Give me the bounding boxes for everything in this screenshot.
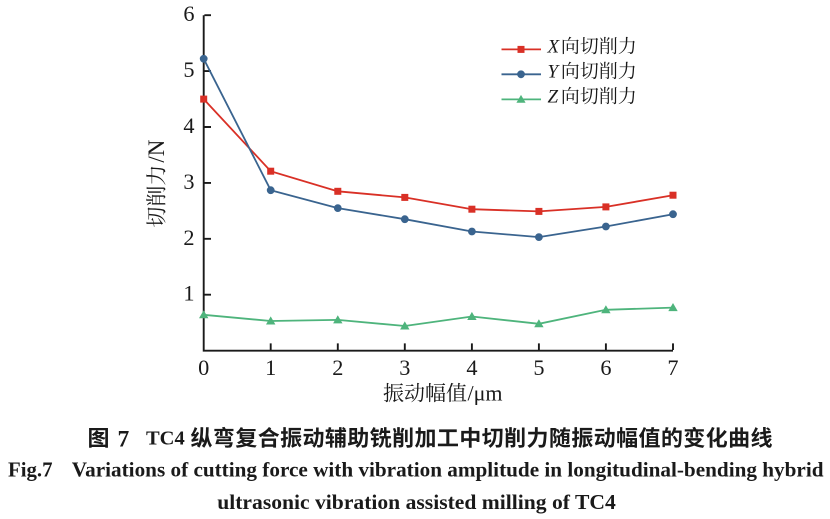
svg-text:4: 4 (183, 113, 194, 138)
svg-text:7: 7 (118, 426, 130, 452)
svg-text:Variations of cutting force wi: Variations of cutting force with vibrati… (72, 458, 824, 482)
svg-text:0: 0 (198, 355, 209, 380)
svg-text:Z: Z (548, 87, 559, 108)
svg-text:6: 6 (183, 1, 194, 26)
svg-text:3: 3 (399, 355, 410, 380)
svg-text:7: 7 (667, 355, 678, 380)
svg-text:Fig.7: Fig.7 (8, 459, 52, 482)
svg-text:/μm: /μm (468, 381, 503, 406)
svg-text:ultrasonic vibration assisted: ultrasonic vibration assisted milling of… (217, 490, 616, 514)
svg-text:5: 5 (533, 355, 544, 380)
svg-text:6: 6 (600, 355, 611, 380)
svg-text:2: 2 (332, 355, 343, 380)
svg-text:Y: Y (548, 62, 561, 83)
svg-text:3: 3 (183, 169, 194, 194)
svg-text:2: 2 (183, 225, 194, 250)
svg-text:1: 1 (265, 355, 276, 380)
svg-text:5: 5 (183, 57, 194, 82)
svg-text:/N: /N (144, 139, 169, 162)
svg-text:1: 1 (183, 281, 194, 306)
svg-text:TC4: TC4 (146, 428, 185, 450)
svg-text:X: X (547, 37, 561, 58)
svg-text:4: 4 (466, 355, 477, 380)
